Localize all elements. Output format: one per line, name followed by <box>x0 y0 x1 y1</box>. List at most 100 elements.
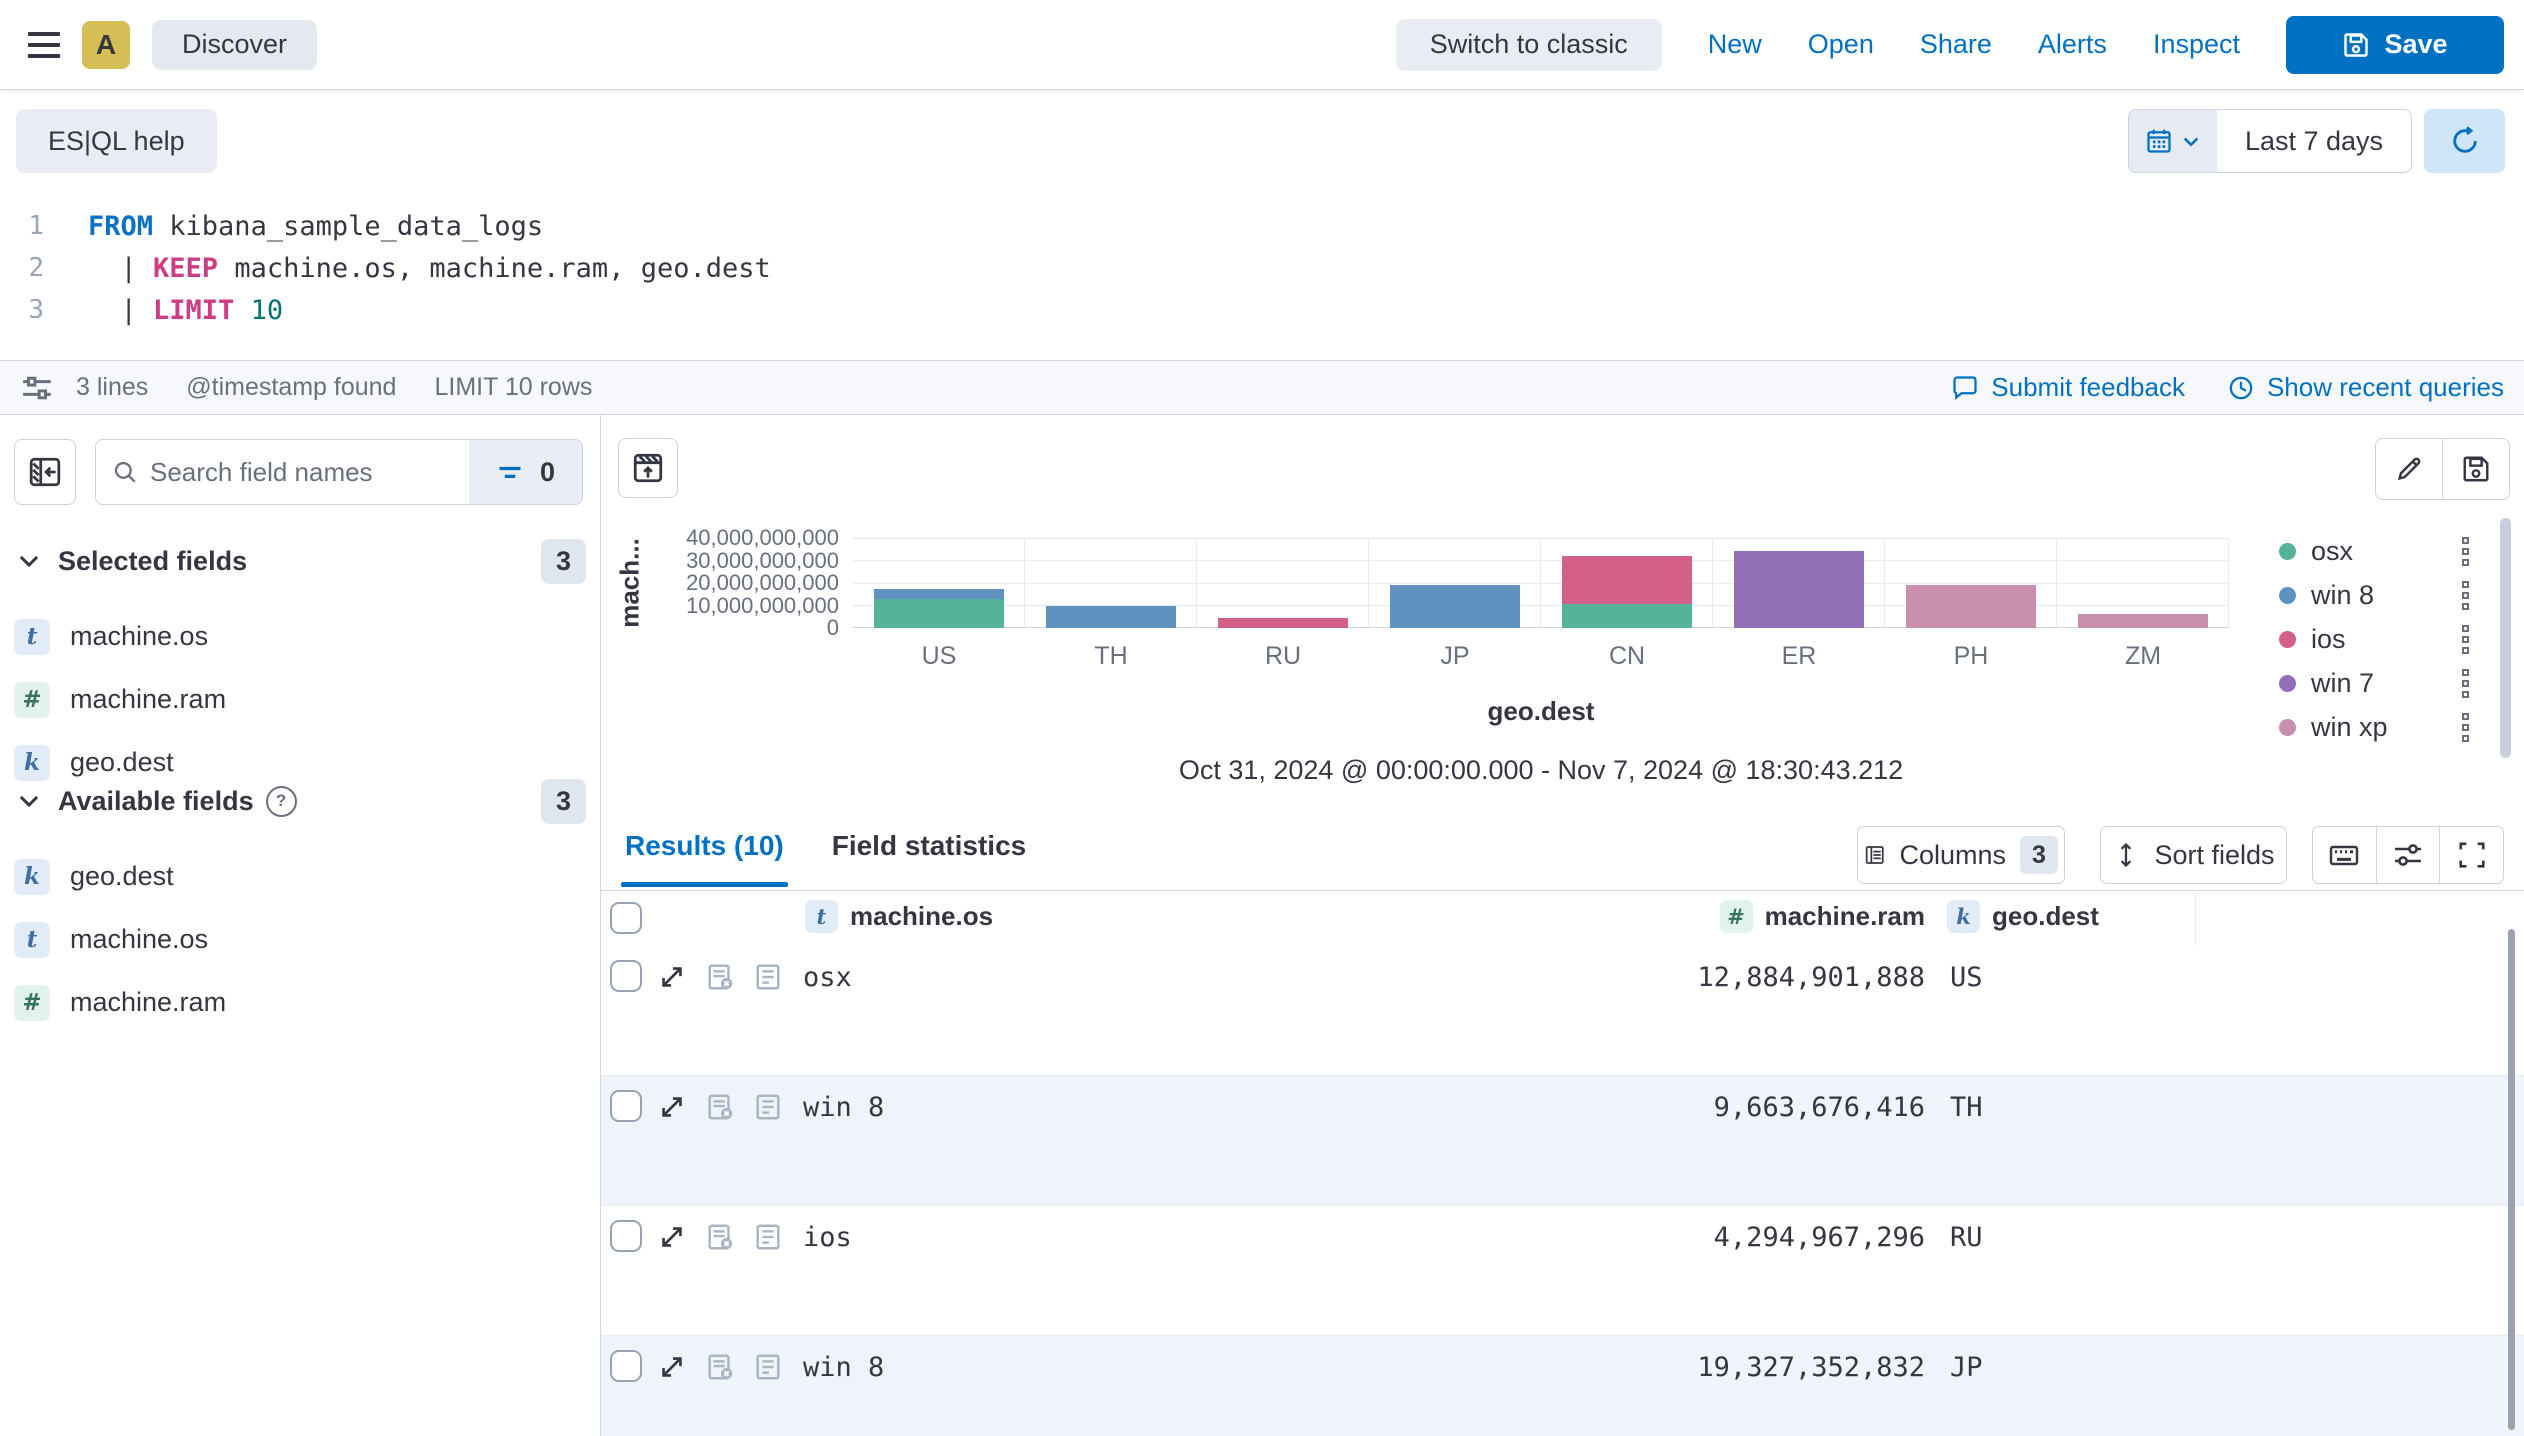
view-document-icon[interactable] <box>753 1352 783 1382</box>
selected-fields-header[interactable]: Selected fields 3 <box>16 538 586 584</box>
fullscreen-button[interactable] <box>2439 827 2503 883</box>
nav-inspect[interactable]: Inspect <box>2152 29 2240 59</box>
legend-item[interactable]: win 7 <box>2269 661 2505 705</box>
menu-button[interactable] <box>20 21 68 69</box>
field-list-item[interactable]: # machine.ram <box>14 971 586 1034</box>
editor-line[interactable]: 2 | KEEP machine.os, machine.ram, geo.de… <box>0 247 2524 289</box>
display-options-button[interactable] <box>2375 827 2440 883</box>
nav-share[interactable]: Share <box>1919 29 1992 59</box>
x-tick-label: CN <box>1608 642 1646 670</box>
columns-button[interactable]: Columns 3 <box>1857 826 2065 884</box>
legend-item[interactable]: win xp <box>2269 705 2505 749</box>
bar-segment-osx-CN[interactable] <box>1562 603 1692 628</box>
field-type-icon-keyword: k <box>1947 900 1980 933</box>
search-icon <box>114 461 136 483</box>
degraded-doc-icon[interactable] <box>705 1092 735 1122</box>
legend-item-actions-icon[interactable] <box>2462 624 2469 654</box>
collapse-sidebar-button[interactable] <box>14 439 76 505</box>
breadcrumb[interactable]: Discover <box>152 19 318 70</box>
bar-segment-ios-RU[interactable] <box>1218 618 1348 628</box>
bar-slot-TH <box>1025 538 1197 628</box>
legend-item-actions-icon[interactable] <box>2462 536 2469 566</box>
bar-segment-win-8-US[interactable] <box>874 589 1004 599</box>
date-quick-select[interactable] <box>2129 110 2217 172</box>
nav-open[interactable]: Open <box>1807 29 1874 59</box>
row-checkbox[interactable] <box>610 1220 642 1252</box>
available-fields-header[interactable]: Available fields ? 3 <box>16 778 586 824</box>
field-list-item[interactable]: t machine.os <box>14 605 586 668</box>
x-tick-label: PH <box>1953 642 1989 670</box>
help-icon[interactable]: ? <box>265 785 297 817</box>
submit-feedback-link[interactable]: Submit feedback <box>1951 372 2185 403</box>
editor-line[interactable]: 1 FROM kibana_sample_data_logs <box>0 205 2524 247</box>
results-section: Results (10) Field statistics Columns 3 … <box>601 805 2524 1436</box>
bar-segment-win-xp-ZM[interactable] <box>2078 613 2208 628</box>
degraded-doc-icon[interactable] <box>705 962 735 992</box>
column-header-geo-dest[interactable]: k geo.dest <box>1947 900 2099 933</box>
view-document-icon[interactable] <box>753 1092 783 1122</box>
legend-item[interactable]: osx <box>2269 529 2505 573</box>
space-avatar[interactable]: A <box>82 20 130 69</box>
column-header-machine-ram[interactable]: # machine.ram <box>1719 900 1925 933</box>
cell-machine-os: win 8 <box>803 1092 885 1123</box>
expand-row-icon[interactable] <box>657 962 687 992</box>
degraded-doc-icon[interactable] <box>705 1222 735 1252</box>
fullscreen-icon <box>2459 842 2485 868</box>
field-list-item[interactable]: k geo.dest <box>14 731 586 794</box>
expand-row-icon[interactable] <box>657 1222 687 1252</box>
chart-scrollbar-thumb[interactable] <box>2500 518 2511 758</box>
legend-item-actions-icon[interactable] <box>2462 712 2469 742</box>
legend-item-actions-icon[interactable] <box>2462 668 2469 698</box>
save-visualization-button[interactable] <box>2442 439 2509 499</box>
keyboard-shortcuts-button[interactable] <box>2313 827 2376 883</box>
row-checkbox[interactable] <box>610 960 642 992</box>
display-options-icon <box>2395 844 2421 866</box>
hamburger-icon <box>28 31 60 58</box>
bar-segment-win-xp-PH[interactable] <box>1906 584 2036 628</box>
field-list-item[interactable]: # machine.ram <box>14 668 586 731</box>
table-row: win 8 19,327,352,832 JP <box>601 1336 2524 1436</box>
field-list-item[interactable]: k geo.dest <box>14 845 586 908</box>
refresh-button[interactable] <box>2424 109 2505 173</box>
bar-segment-win-7-ER[interactable] <box>1734 550 1864 628</box>
x-tick-label: ER <box>1781 642 1817 670</box>
column-header-machine-os[interactable]: t machine.os <box>805 900 993 933</box>
esql-query-editor[interactable]: 1 FROM kibana_sample_data_logs 2 | KEEP ma… <box>0 205 2524 534</box>
select-all-checkbox[interactable] <box>610 902 642 934</box>
esql-help-button[interactable]: ES|QL help <box>16 109 217 173</box>
tab-field-statistics[interactable]: Field statistics <box>831 830 1027 861</box>
bar-segment-win-8-JP[interactable] <box>1390 584 1520 628</box>
top-nav-links: New Open Share Alerts Inspect <box>1708 29 2240 60</box>
row-checkbox[interactable] <box>610 1350 642 1382</box>
expand-row-icon[interactable] <box>657 1352 687 1382</box>
nav-alerts[interactable]: Alerts <box>2037 29 2107 59</box>
cell-machine-os: ios <box>803 1222 852 1253</box>
bar-chart-plot <box>853 538 2229 628</box>
time-range-value[interactable]: Last 7 days <box>2244 125 2384 156</box>
editor-line[interactable]: 3 | LIMIT 10 <box>0 289 2524 331</box>
show-recent-queries-link[interactable]: Show recent queries <box>2227 372 2504 403</box>
tab-results[interactable]: Results (10) <box>621 805 788 887</box>
bar-segment-win-8-TH[interactable] <box>1046 606 1176 628</box>
hide-chart-button[interactable] <box>618 438 678 498</box>
switch-to-classic-button[interactable]: Switch to classic <box>1395 18 1662 71</box>
legend-item-actions-icon[interactable] <box>2462 580 2469 610</box>
field-list-item[interactable]: t machine.os <box>14 908 586 971</box>
legend-item[interactable]: win 8 <box>2269 573 2505 617</box>
sort-fields-button[interactable]: Sort fields <box>2100 826 2287 884</box>
field-filter-button[interactable]: 0 <box>469 440 582 504</box>
row-checkbox[interactable] <box>610 1090 642 1122</box>
degraded-doc-icon[interactable] <box>705 1352 735 1382</box>
bar-segment-ios-CN[interactable] <box>1562 555 1692 604</box>
edit-visualization-button[interactable] <box>2376 439 2442 499</box>
field-search-input[interactable] <box>138 456 469 488</box>
view-document-icon[interactable] <box>753 962 783 992</box>
save-button[interactable]: Save <box>2286 15 2504 74</box>
view-document-icon[interactable] <box>753 1222 783 1252</box>
expand-row-icon[interactable] <box>657 1092 687 1122</box>
results-scrollbar-thumb[interactable] <box>2508 929 2515 1430</box>
nav-new[interactable]: New <box>1707 29 1762 59</box>
bar-segment-osx-US[interactable] <box>874 599 1004 628</box>
field-type-icon-text: t <box>805 900 838 933</box>
legend-item[interactable]: ios <box>2269 617 2505 661</box>
